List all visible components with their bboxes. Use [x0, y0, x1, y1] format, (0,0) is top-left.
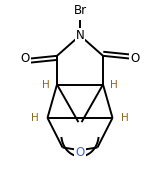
- Text: O: O: [75, 146, 85, 159]
- Text: H: H: [110, 80, 118, 89]
- Text: O: O: [21, 52, 30, 65]
- Text: N: N: [76, 29, 84, 42]
- Text: H: H: [31, 113, 39, 123]
- Text: O: O: [130, 52, 139, 65]
- Text: Br: Br: [73, 4, 87, 17]
- Text: H: H: [121, 113, 129, 123]
- Text: H: H: [42, 80, 50, 89]
